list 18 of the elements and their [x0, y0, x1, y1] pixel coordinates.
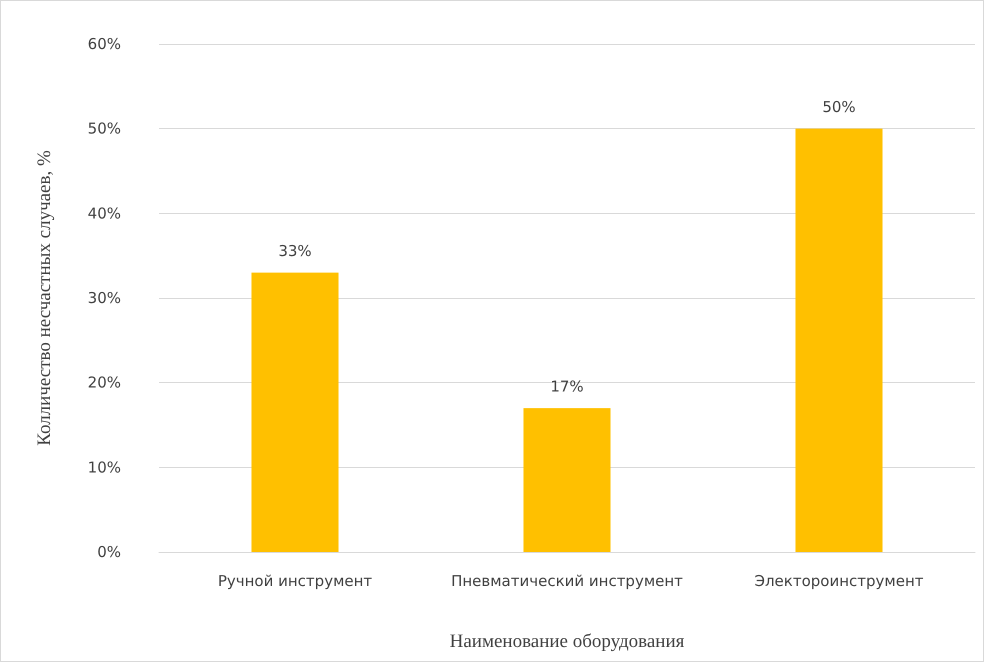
- bar: [795, 128, 883, 552]
- x-tick-label: Электороинструмент: [754, 572, 924, 590]
- data-label: 17%: [550, 378, 584, 396]
- x-axis-title: Наименование оборудования: [450, 631, 685, 652]
- x-tick-label: Ручной инструмент: [218, 572, 372, 590]
- data-label: 33%: [278, 242, 312, 260]
- y-tick-label: 60%: [88, 35, 121, 53]
- bar: [523, 408, 611, 552]
- y-tick-label: 20%: [88, 374, 121, 392]
- data-label: 50%: [822, 98, 856, 116]
- y-tick-label: 10%: [88, 458, 121, 476]
- y-tick-label: 50%: [88, 120, 121, 138]
- y-tick-label: 30%: [88, 289, 121, 307]
- y-tick-label: 40%: [88, 204, 121, 222]
- x-tick-label: Пневматический инструмент: [451, 572, 684, 590]
- y-axis-title: Колличество несчастных случаев, %: [34, 150, 55, 446]
- bar: [251, 272, 339, 552]
- y-tick-label: 0%: [97, 543, 121, 561]
